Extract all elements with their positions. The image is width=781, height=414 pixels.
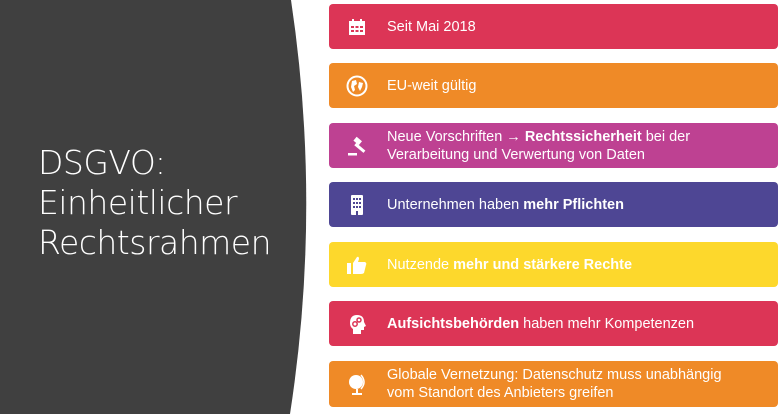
title-line: Rechtsrahmen	[38, 223, 272, 262]
calendar-icon	[345, 15, 369, 39]
text-segment: Neue Vorschriften →	[387, 128, 525, 145]
title-line: Einheitlicher	[38, 183, 238, 222]
list-item: Nutzende mehr und stärkere Rechte	[329, 242, 778, 287]
bold-text: Rechtssicherheit	[524, 128, 642, 145]
text-segment: Globale Vernetzung: Datenschutz muss una…	[387, 367, 722, 401]
desk-globe-icon	[345, 372, 369, 396]
text-segment: bei der Verarbeitung und Verwertung von …	[387, 128, 691, 163]
text-segment: Seit Mai 2018	[387, 18, 476, 35]
slide-title: DSGVO: Einheitlicher Rechtsrahmen	[38, 143, 272, 263]
list-item-text: Nutzende mehr und stärkere Rechte	[387, 256, 632, 274]
list-item-text: EU-weit gültig	[387, 77, 476, 95]
text-segment: EU-weit gültig	[387, 77, 477, 94]
list-item: Globale Vernetzung: Datenschutz muss una…	[329, 361, 778, 407]
globe-icon	[345, 74, 369, 98]
building-icon	[345, 193, 369, 217]
bold-text: Aufsichtsbehörden	[387, 315, 520, 332]
bold-text: mehr Pflichten	[523, 196, 624, 213]
thumbs-up-icon	[345, 253, 369, 277]
gavel-icon	[345, 134, 369, 158]
list-item: Aufsichtsbehörden haben mehr Kompetenzen	[329, 301, 778, 346]
bold-text: mehr und stärkere Rechte	[453, 256, 633, 273]
text-segment: Unternehmen haben	[387, 196, 524, 213]
head-gears-icon	[345, 312, 369, 336]
list-item: Unternehmen haben mehr Pflichten	[329, 182, 778, 227]
list-item-text: Unternehmen haben mehr Pflichten	[387, 196, 624, 214]
list-item: Seit Mai 2018	[329, 4, 778, 49]
list-item-text: Neue Vorschriften → Rechtssicherheit bei…	[387, 128, 737, 164]
text-segment: haben mehr Kompetenzen	[519, 315, 695, 332]
list-item-text: Globale Vernetzung: Datenschutz muss una…	[387, 366, 737, 402]
title-line: DSGVO:	[38, 143, 166, 182]
list-item: EU-weit gültig	[329, 63, 778, 108]
list-item-text: Aufsichtsbehörden haben mehr Kompetenzen	[387, 315, 694, 333]
list-item-text: Seit Mai 2018	[387, 18, 476, 36]
text-segment: Nutzende	[387, 256, 454, 273]
list-item: Neue Vorschriften → Rechtssicherheit bei…	[329, 123, 778, 168]
